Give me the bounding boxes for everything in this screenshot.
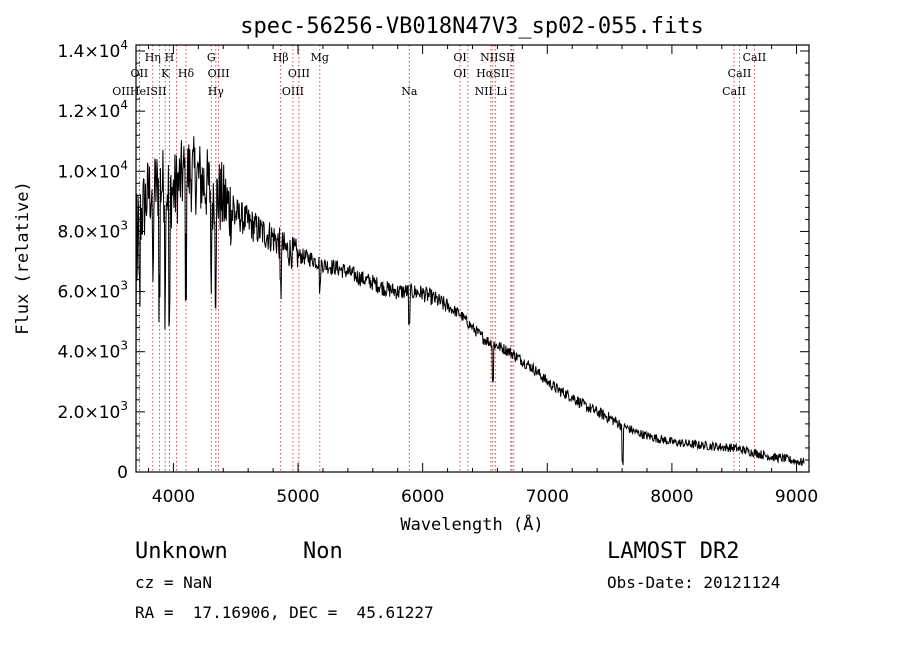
line-label: H (165, 51, 175, 64)
y-axis-ticks: 0 2.0×103 4.0×103 6.0×103 8.0×103 1.0×104 1.2×… (57, 38, 809, 483)
chart-title: spec-56256-VB018N47V3_sp02-055.fits (240, 14, 704, 39)
spectrum-line (135, 136, 805, 467)
line-label: Hη (145, 51, 161, 64)
y-tick-label: 8.0×103 (57, 218, 128, 242)
emission-line-markers (138, 45, 755, 472)
redshift-cz: cz = NaN (135, 573, 213, 592)
y-tick-label: 6.0×103 (57, 279, 128, 303)
x-tick-label: 4000 (152, 487, 195, 507)
y-tick-label: 1.4×104 (57, 38, 128, 62)
line-label: Hβ (273, 51, 289, 64)
line-label: G (207, 51, 216, 64)
y-tick-label: 0 (117, 463, 128, 483)
line-label: Hδ (178, 67, 195, 80)
y-tick-label: 1.0×104 (57, 158, 128, 182)
emission-line-labels: Hη H G Hβ Mg OI NIISII CaII OII K Hδ OIII OIII OI HαSI… (112, 51, 766, 98)
y-tick-label: 2.0×103 (57, 399, 128, 423)
x-axis-ticks: 4000 5000 6000 7000 8000 9000 (147, 45, 818, 507)
survey-name: LAMOST DR2 (607, 539, 740, 564)
line-label: OIII (288, 67, 310, 80)
x-tick-label: 5000 (276, 487, 319, 507)
line-label: Hγ (208, 85, 225, 98)
line-label: OI (453, 67, 466, 80)
line-label: OIII (282, 85, 304, 98)
obs-date: Obs-Date: 20121124 (607, 573, 781, 592)
line-label: OIIHeISII (112, 85, 166, 98)
plot-frame (135, 44, 810, 473)
x-tick-label: 6000 (401, 487, 444, 507)
coordinates: RA = 17.16906, DEC = 45.61227 (135, 603, 434, 622)
line-label: CaII (728, 67, 752, 80)
x-axis-label: Wavelength (Å) (400, 513, 543, 535)
line-label: OI (453, 51, 466, 64)
line-label: Na (401, 85, 418, 98)
y-tick-label: 4.0×103 (57, 339, 128, 363)
line-label: NII Li (475, 85, 508, 98)
line-label: Mg (311, 51, 329, 64)
object-subclass: Non (303, 539, 343, 564)
y-axis-label: Flux (relative) (13, 181, 33, 335)
line-label: K (161, 67, 170, 80)
x-tick-label: 7000 (526, 487, 569, 507)
line-label: OII (131, 67, 149, 80)
line-label: CaII (722, 85, 746, 98)
spectrum-series (135, 136, 805, 467)
line-label: HαSII (476, 67, 509, 80)
line-label: OIII (208, 67, 230, 80)
y-tick-label: 1.2×104 (57, 98, 128, 122)
line-label: NIISII (480, 51, 515, 64)
object-class: Unknown (135, 539, 228, 564)
line-label: CaII (743, 51, 767, 64)
x-tick-label: 8000 (650, 487, 693, 507)
x-tick-label: 9000 (775, 487, 818, 507)
